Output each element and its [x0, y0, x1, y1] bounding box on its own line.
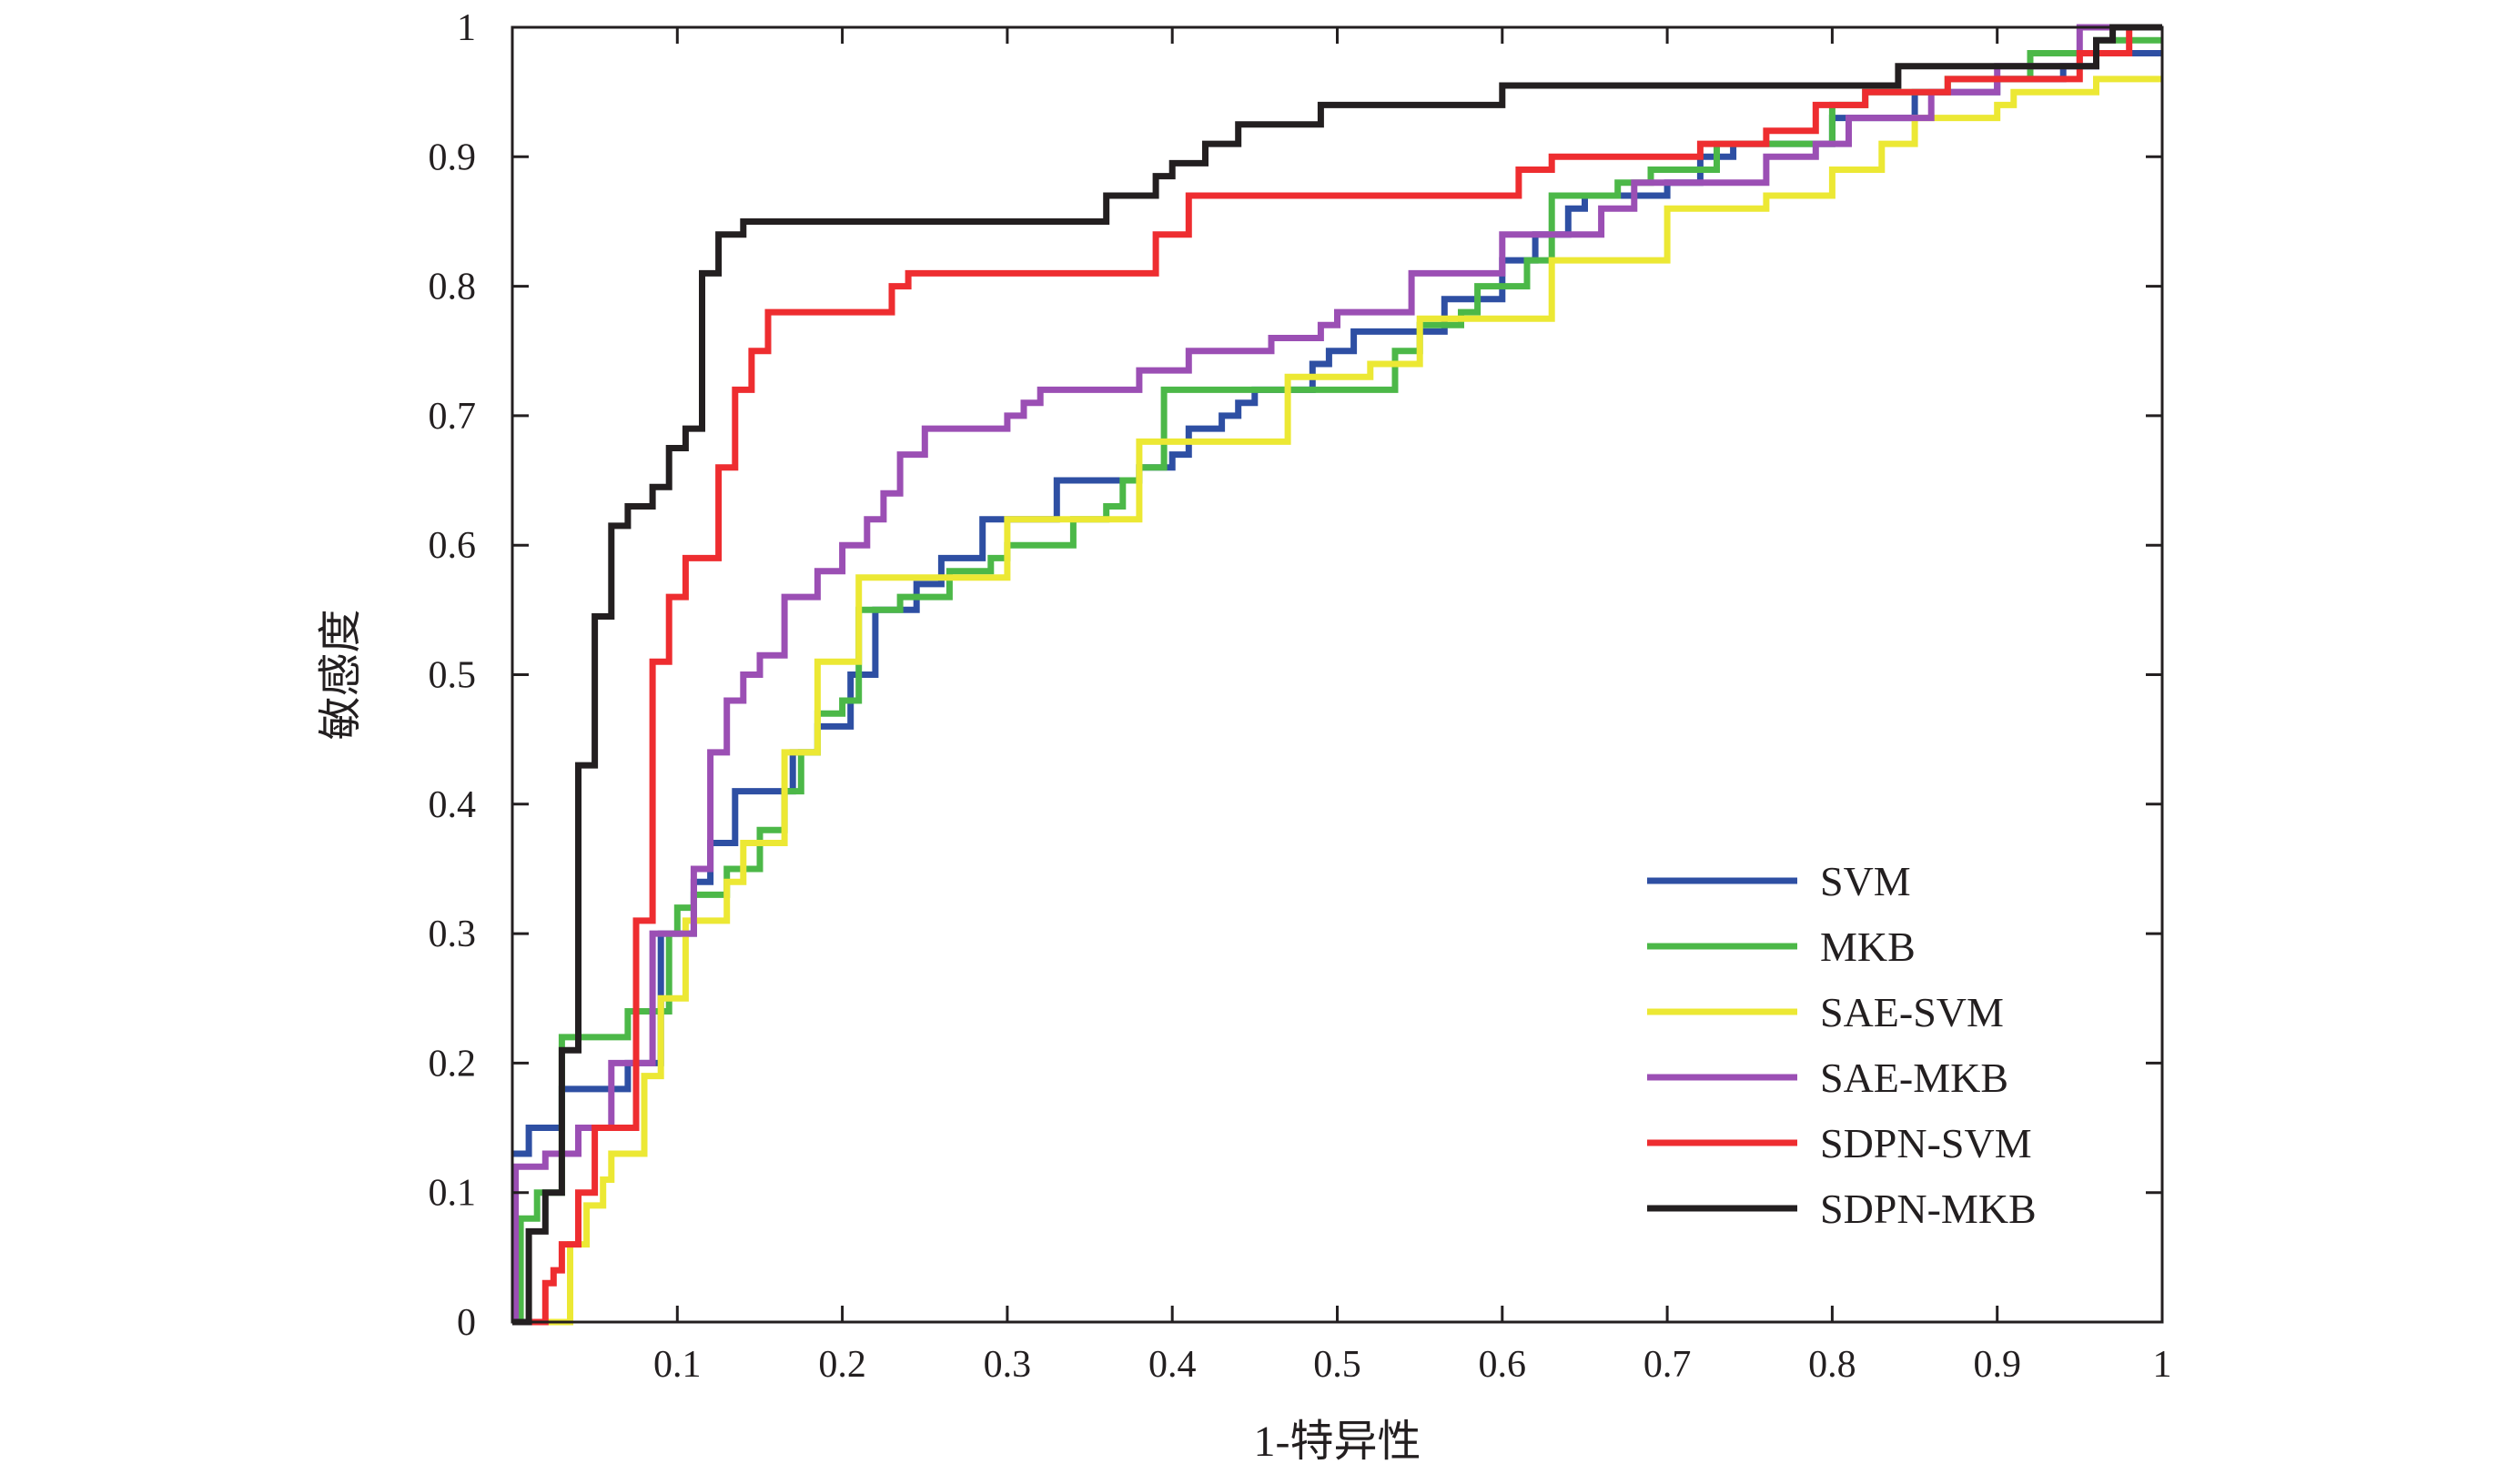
- legend-label: SAE-MKB: [1820, 1055, 2008, 1101]
- y-axis-title: 敏感度: [317, 609, 365, 740]
- tick-labels-layer: 0.1 0.2 0.3 0.4 0.5 0.6 0.7 0.8 0.9 1 0 0.1 0.2 0.3 0.…: [429, 7, 2172, 1386]
- y-tick-label: 1: [457, 7, 476, 49]
- series-line-sae-mkb: [512, 24, 2162, 1326]
- x-tick-label: 0.2: [818, 1344, 866, 1386]
- y-tick-label: 0.8: [429, 267, 477, 308]
- legend-label: SAE-SVM: [1820, 989, 2004, 1035]
- y-tick-label: 0.7: [429, 396, 477, 438]
- legend: SVM MKB SAE-SVM SAE-MKB SDPN-SVM SDPN-MKB: [1647, 858, 2037, 1232]
- legend-label: MKB: [1820, 924, 1916, 970]
- legend-label: SDPN-SVM: [1820, 1120, 2032, 1166]
- x-axis-title: 1-特异性: [1254, 1418, 1421, 1466]
- x-tick-label: 1: [2153, 1344, 2172, 1386]
- series-line-sdpn-mkb: [512, 24, 2162, 1326]
- legend-label: SVM: [1820, 858, 1911, 904]
- legend-label: SDPN-MKB: [1820, 1186, 2037, 1232]
- x-tick-label: 0.7: [1643, 1344, 1692, 1386]
- series-line-sae-svm: [512, 76, 2162, 1326]
- x-tick-label: 0.8: [1808, 1344, 1856, 1386]
- y-tick-label: 0: [457, 1302, 476, 1344]
- x-tick-label: 0.5: [1313, 1344, 1361, 1386]
- x-tick-label: 0.4: [1148, 1344, 1197, 1386]
- x-tick-label: 0.9: [1973, 1344, 2021, 1386]
- y-tick-label: 0.9: [429, 136, 477, 178]
- ticks-layer: [512, 25, 2164, 1324]
- y-tick-label: 0.2: [429, 1043, 477, 1085]
- y-tick-label: 0.4: [429, 784, 477, 826]
- series-line-sdpn-svm: [512, 24, 2162, 1326]
- x-tick-label: 0.3: [984, 1344, 1032, 1386]
- x-tick-label: 0.6: [1479, 1344, 1527, 1386]
- y-tick-label: 0.5: [429, 655, 477, 697]
- y-tick-label: 0.6: [429, 525, 477, 567]
- x-tick-label: 0.1: [653, 1344, 702, 1386]
- series-line-mkb: [512, 36, 2162, 1326]
- curves-layer: [512, 24, 2162, 1326]
- y-tick-label: 0.3: [429, 914, 477, 955]
- y-tick-label: 0.1: [429, 1173, 477, 1215]
